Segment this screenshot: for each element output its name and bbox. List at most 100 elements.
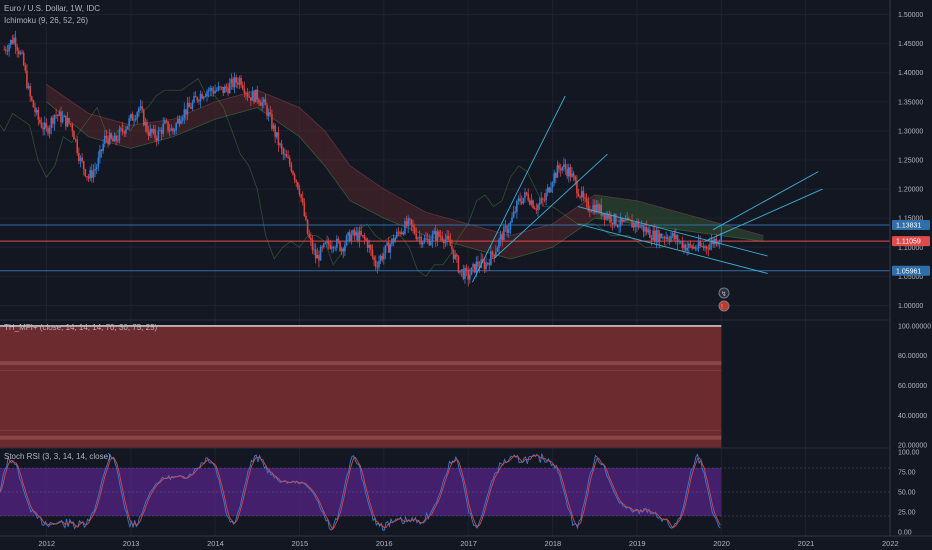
price-tags: 1.13831 1.11059 1.05961 [892,219,930,276]
candle-body [300,194,302,198]
candle-body [94,169,96,171]
candle-body [358,230,361,241]
candle-body [248,96,250,98]
candle-body [87,176,90,179]
candle-body [251,91,254,101]
candle-body [183,109,186,118]
candle-body [379,255,382,262]
candle-body [233,77,236,88]
candle-body [154,129,156,139]
candle-body [415,233,418,239]
candle-body [529,200,531,205]
candle-body [326,241,328,243]
candle-body [681,241,684,249]
candle-body [410,219,413,225]
candle-body [470,267,473,276]
candle-body [558,165,560,169]
candle-body [595,204,598,213]
candle-body [45,122,48,128]
candle-body [584,197,586,199]
candle-body [371,249,374,257]
candle-body [141,106,143,110]
event-icon[interactable]: ! [718,300,730,312]
candle-body [514,211,517,213]
candle-body [303,202,306,216]
candle-body [433,231,435,234]
candle-body [123,131,126,134]
candle-body [399,232,401,235]
candle-body [477,261,479,267]
candle-body [196,97,199,101]
candle-body [235,77,238,83]
candle-body [316,254,319,259]
x-tick-label: 2012 [38,539,55,548]
candle-body [441,236,444,241]
candle-body [366,239,369,248]
candle-body [426,238,429,240]
candle-body [460,269,463,271]
candle-body [593,205,596,213]
candle-body [420,236,422,245]
candle-body [400,232,403,235]
trendline [712,171,819,231]
candle-body [640,225,643,227]
candle-body [597,204,599,212]
candle-body [710,239,713,245]
candle-body [271,114,273,129]
candle-body [485,262,487,270]
candle-body [342,248,345,252]
candle-body [663,237,666,239]
candle-body [339,241,341,251]
trendlines[interactable] [472,95,823,283]
candle-body [532,200,534,208]
candle-body [517,198,520,201]
candle-body [704,246,706,249]
candle-body [590,211,593,213]
candle-body [412,224,414,228]
candle-body [139,106,142,109]
candle-body [509,222,512,230]
y-tick-label: 1.25000 [898,158,923,165]
candle-body [397,231,400,233]
candle-body [116,140,119,142]
time-axis[interactable] [0,536,932,550]
candle-body [603,213,606,220]
candle-body [556,165,559,178]
main-legend-title[interactable]: Euro / U.S. Dollar, 1W, IDC [4,4,101,13]
candle-body [222,86,225,93]
candle-body [324,242,327,244]
candle-body [186,102,189,115]
candle-body [199,94,202,102]
candle-body [230,78,233,84]
candle-body [240,78,242,86]
candle-body [675,235,677,239]
candle-body [587,200,590,211]
mfi-legend[interactable]: TH_MFI+ (close, 14, 14, 14, 70, 30, 75, … [4,323,158,332]
candle-body [490,251,492,266]
candle-body [501,234,504,241]
cloud-segment [679,212,722,236]
candle-body [18,50,20,55]
alert-icon[interactable]: ↯ [718,287,730,299]
candle-body [125,129,127,134]
candle-body [266,105,268,116]
stoch-legend[interactable]: Stoch RSI (3, 3, 14, 14, close) [4,452,111,461]
candle-body [660,233,663,239]
ichimoku-legend[interactable]: Ichimoku (9, 26, 52, 26) [4,16,89,25]
candle-body [404,221,406,235]
cloud-segment [172,101,216,137]
candle-body [650,237,653,241]
candle-body [462,269,465,279]
candle-body [225,86,228,89]
candle-body [215,90,218,92]
trendline [704,188,823,242]
candle-body [561,166,564,171]
candle-body [128,118,130,126]
candle-body [34,107,36,113]
y-tick-label: 1.15000 [898,216,923,223]
stoch-y-tick-label: 100.00 [898,450,920,457]
candle-body [360,230,362,236]
x-tick-label: 2013 [123,539,140,548]
candle-body [27,86,30,88]
